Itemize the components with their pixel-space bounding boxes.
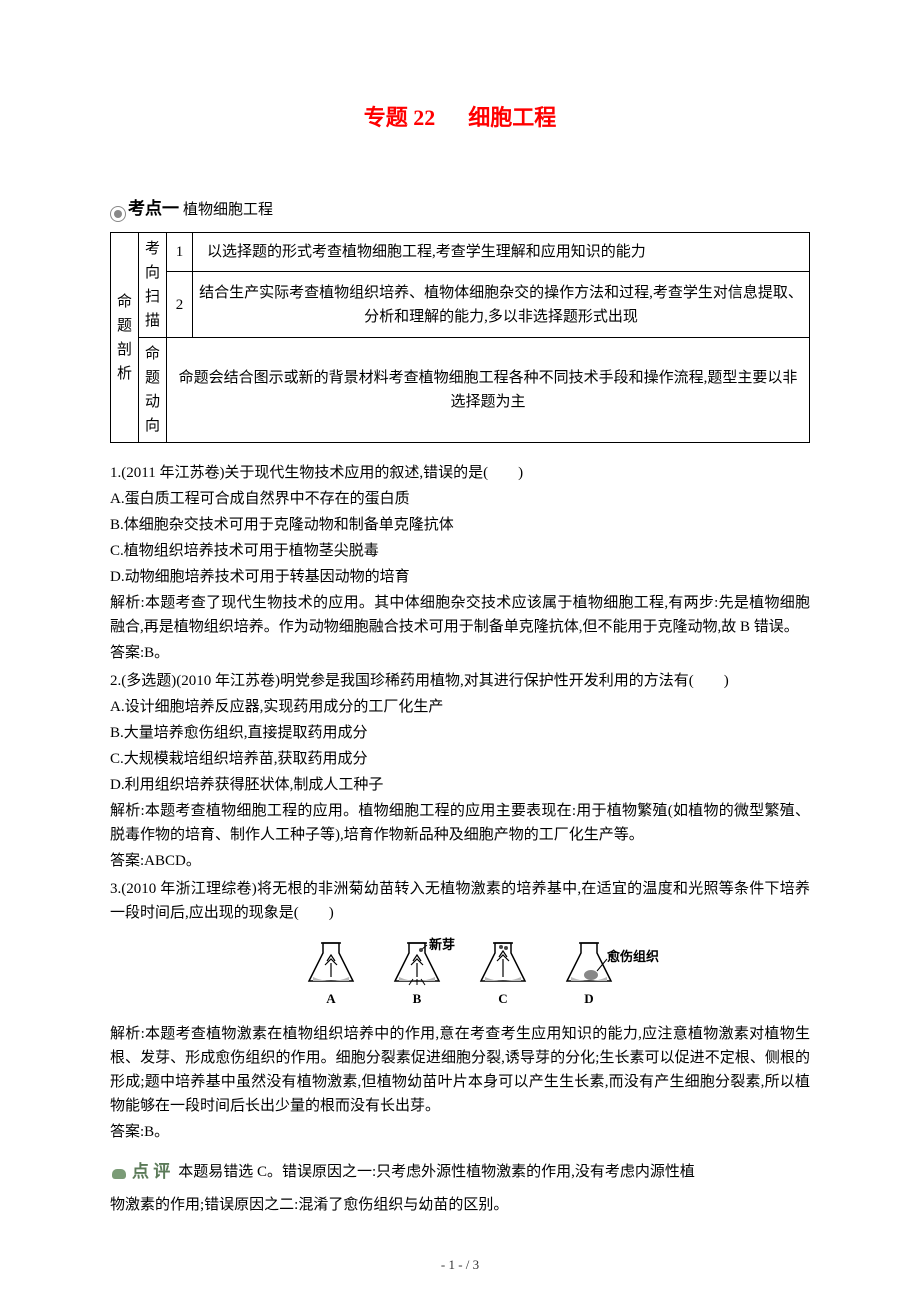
dianping-line1: 本题易错选 C。错误原因之一:只考虑外源性植物激素的作用,没有考虑内源性植 [178,1160,695,1184]
table-row1-text: 以选择题的形式考查植物细胞工程,考查学生理解和应用知识的能力 [193,233,810,272]
flask-a: A [303,937,359,1010]
kaodian-label: 考点一 [128,195,179,222]
flask-b-label: B [413,989,422,1010]
q2-option-b: B.大量培养愈伤组织,直接提取药用成分 [110,721,810,745]
q2-option-c: C.大规模栽培组织培养苗,获取药用成分 [110,747,810,771]
q3-analysis: 解析:本题考查植物激素在植物组织培养中的作用,意在考查考生应用知识的能力,应注意… [110,1022,810,1118]
kaodian-heading: 考点一 植物细胞工程 [110,195,810,222]
flask-d: 愈伤组织 D [561,937,617,1010]
flask-b-annot: 新芽 [429,935,455,956]
q1-option-d: D.动物细胞培养技术可用于转基因动物的培育 [110,565,810,589]
flask-a-svg [303,937,359,987]
flask-c-svg [475,937,531,987]
flask-c: C [475,937,531,1010]
bullet-icon [110,206,126,222]
flask-b: 新芽 B [389,937,445,1010]
title-main: 细胞工程 [468,105,556,130]
table-row2-text: 结合生产实际考查植物组织培养、植物体细胞杂交的操作方法和过程,考查学生对信息提取… [193,271,810,338]
page-footer: - 1 - / 3 [0,1255,920,1276]
q3-answer: 答案:B。 [110,1120,810,1144]
q1-analysis: 解析:本题考查了现代生物技术的应用。其中体细胞杂交技术应该属于植物细胞工程,有两… [110,591,810,639]
dianping-label: 点 评 [132,1158,170,1185]
q3-stem: 3.(2010 年浙江理综卷)将无根的非洲菊幼苗转入无植物激素的培养基中,在适宜… [110,877,810,925]
table-trend-header: 命题动向 [139,338,167,443]
q2-stem: 2.(多选题)(2010 年江苏卷)明党参是我国珍稀药用植物,对其进行保护性开发… [110,669,810,693]
table-row1-num: 1 [167,233,193,272]
q1-stem: 1.(2011 年江苏卷)关于现代生物技术应用的叙述,错误的是( ) [110,461,810,485]
kaodian-text: 植物细胞工程 [183,198,273,222]
table-row2-num: 2 [167,271,193,338]
page-title: 专题 22 细胞工程 [110,100,810,135]
q2-option-a: A.设计细胞培养反应器,实现药用成分的工厂化生产 [110,695,810,719]
hand-icon [110,1165,128,1179]
q1-option-c: C.植物组织培养技术可用于植物茎尖脱毒 [110,539,810,563]
q2-analysis: 解析:本题考查植物细胞工程的应用。植物细胞工程的应用主要表现在:用于植物繁殖(如… [110,799,810,847]
q1-option-a: A.蛋白质工程可合成自然界中不存在的蛋白质 [110,487,810,511]
flask-c-label: C [498,989,507,1010]
flask-d-annot: 愈伤组织 [607,947,659,968]
title-spacer [441,105,463,130]
analysis-table: 命题剖析 考向扫描 1 以选择题的形式考查植物细胞工程,考查学生理解和应用知识的… [110,232,810,443]
dianping-line2: 物激素的作用;错误原因之二:混淆了愈伤组织与幼苗的区别。 [110,1193,810,1217]
flask-diagram-row: A 新芽 B C 愈伤组织 [110,937,810,1010]
dianping-row: 点 评 本题易错选 C。错误原因之一:只考虑外源性植物激素的作用,没有考虑内源性… [110,1158,810,1185]
table-left-header: 命题剖析 [111,233,139,443]
q2-answer: 答案:ABCD。 [110,849,810,873]
flask-d-label: D [584,989,593,1010]
q1-option-b: B.体细胞杂交技术可用于克隆动物和制备单克隆抗体 [110,513,810,537]
title-prefix: 专题 22 [364,105,436,130]
table-row3-text: 命题会结合图示或新的背景材料考查植物细胞工程各种不同技术手段和操作流程,题型主要… [167,338,810,443]
flask-a-label: A [326,989,335,1010]
q1-answer: 答案:B。 [110,641,810,665]
table-scan-header: 考向扫描 [139,233,167,338]
q2-option-d: D.利用组织培养获得胚状体,制成人工种子 [110,773,810,797]
